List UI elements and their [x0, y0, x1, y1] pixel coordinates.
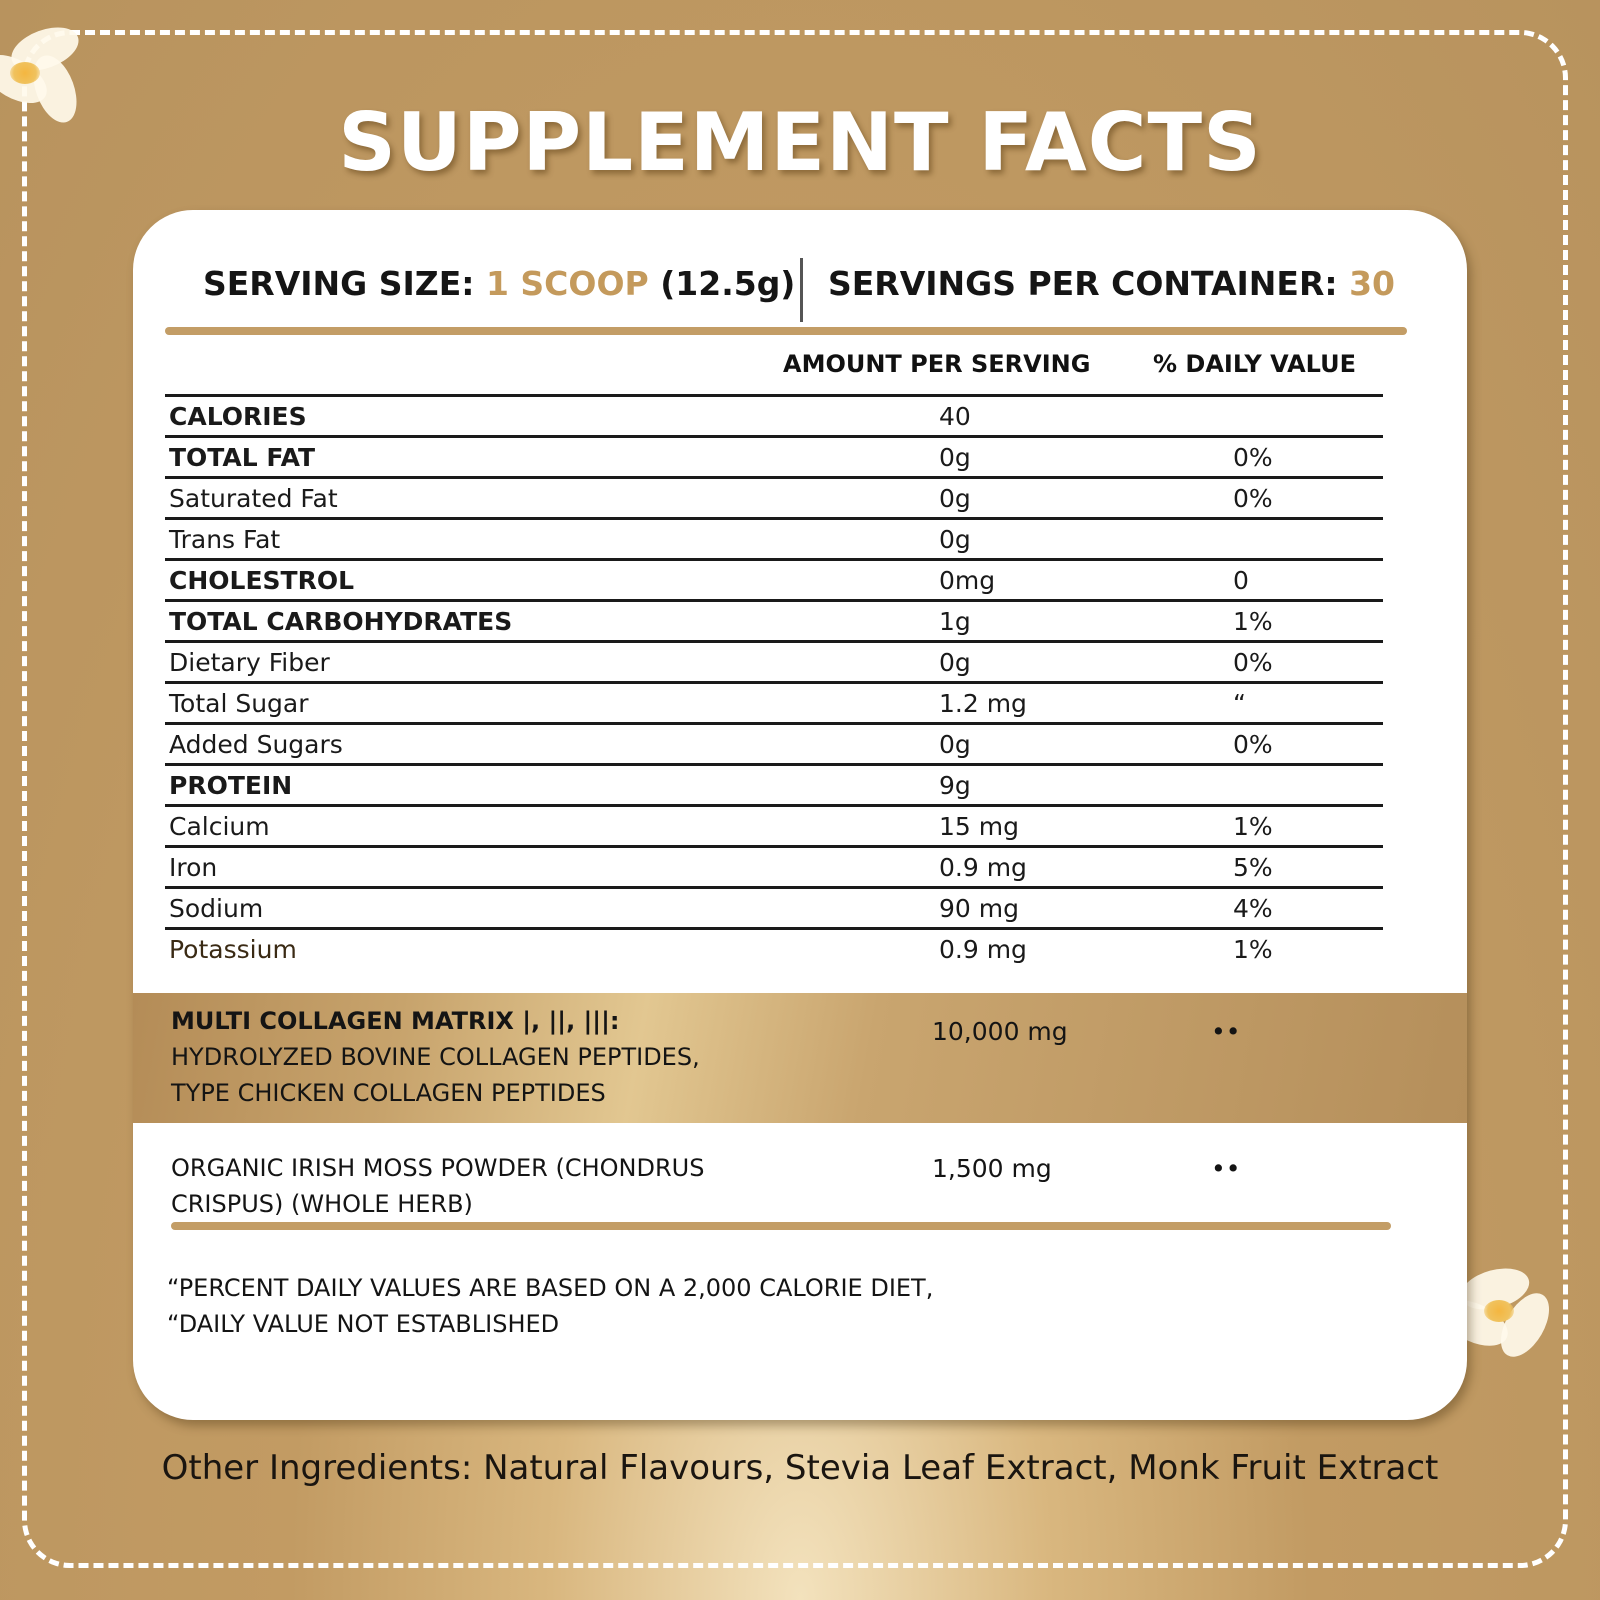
gold-divider [171, 1222, 1391, 1230]
row-label: Sodium [169, 894, 264, 923]
row-label: TOTAL FAT [169, 443, 316, 472]
row-label: Total Sugar [169, 689, 309, 718]
flower-icon [0, 19, 100, 129]
row-daily-value: “ [1233, 689, 1246, 718]
row-daily-value: 0 [1233, 566, 1249, 595]
row-label: PROTEIN [169, 771, 293, 800]
irish-moss-daily-value: •• [1211, 1154, 1241, 1183]
other-ingredients: Other Ingredients: Natural Flavours, Ste… [161, 1448, 1439, 1488]
row-amount: 0g [939, 525, 971, 554]
row-label: Iron [169, 853, 218, 882]
row-amount: 0.9 mg [939, 853, 1027, 882]
row-daily-value: 0% [1233, 730, 1273, 759]
column-header-amount: AMOUNT PER SERVING [783, 350, 1091, 378]
row-amount: 0g [939, 443, 971, 472]
serving-size-weight: (12.5g) [660, 264, 796, 303]
table-row: CHOLESTROL 0mg 0 [165, 558, 1383, 599]
row-amount: 1g [939, 607, 971, 636]
table-row: Calcium 15 mg 1% [165, 804, 1383, 845]
row-daily-value: 1% [1233, 812, 1273, 841]
dashed-border [22, 30, 1568, 1568]
row-label: Dietary Fiber [169, 648, 330, 677]
row-daily-value: 0% [1233, 648, 1273, 677]
table-row: CALORIES 40 [165, 394, 1383, 435]
page-title: SUPPLEMENT FACTS [338, 96, 1262, 189]
flower-icon [1435, 1261, 1560, 1365]
table-row: Sodium 90 mg 4% [165, 886, 1383, 927]
row-label: TOTAL CARBOHYDRATES [169, 607, 513, 636]
nutrition-table: CALORIES 40 TOTAL FAT 0g 0% Saturated Fa… [165, 394, 1383, 968]
serving-divider [800, 258, 803, 322]
table-row: Dietary Fiber 0g 0% [165, 640, 1383, 681]
table-row: PROTEIN 9g [165, 763, 1383, 804]
table-row: TOTAL FAT 0g 0% [165, 435, 1383, 476]
table-row: Iron 0.9 mg 5% [165, 845, 1383, 886]
row-label: Potassium [169, 935, 297, 964]
row-amount: 0g [939, 730, 971, 759]
table-row: Trans Fat 0g [165, 517, 1383, 558]
row-label: CALORIES [169, 402, 307, 431]
irish-moss-label: CRISPUS) (WHOLE HERB) [171, 1190, 473, 1218]
serving-size: SERVING SIZE: 1 SCOOP (12.5g) [203, 264, 795, 303]
collagen-description: HYDROLYZED BOVINE COLLAGEN PEPTIDES, [171, 1043, 700, 1071]
row-label: CHOLESTROL [169, 566, 355, 595]
table-row: TOTAL CARBOHYDRATES 1g 1% [165, 599, 1383, 640]
collagen-description: TYPE CHICKEN COLLAGEN PEPTIDES [171, 1079, 606, 1107]
row-amount: 15 mg [939, 812, 1019, 841]
facts-card: SERVING SIZE: 1 SCOOP (12.5g) SERVINGS P… [133, 210, 1467, 1420]
gold-divider [165, 327, 1407, 335]
servings-per-container-label: SERVINGS PER CONTAINER: [828, 264, 1338, 303]
table-row: Added Sugars 0g 0% [165, 722, 1383, 763]
collagen-highlight-row: MULTI COLLAGEN MATRIX |, ||, |||: HYDROL… [133, 993, 1467, 1123]
serving-size-value: 1 SCOOP [485, 264, 649, 303]
footnote: “DAILY VALUE NOT ESTABLISHED [167, 1310, 560, 1338]
row-daily-value: 1% [1233, 935, 1273, 964]
row-amount: 0mg [939, 566, 996, 595]
servings-per-container-value: 30 [1349, 264, 1395, 303]
serving-size-label: SERVING SIZE: [203, 264, 475, 303]
row-daily-value: 4% [1233, 894, 1273, 923]
row-amount: 0g [939, 648, 971, 677]
row-amount: 90 mg [939, 894, 1019, 923]
row-daily-value: 0% [1233, 443, 1273, 472]
irish-moss-amount: 1,500 mg [932, 1154, 1052, 1183]
collagen-daily-value: •• [1211, 1017, 1241, 1046]
column-header-daily-value: % DAILY VALUE [1153, 350, 1356, 378]
collagen-label: MULTI COLLAGEN MATRIX |, ||, |||: [171, 1007, 620, 1035]
row-amount: 9g [939, 771, 971, 800]
table-row: Total Sugar 1.2 mg “ [165, 681, 1383, 722]
row-amount: 1.2 mg [939, 689, 1027, 718]
row-amount: 40 [939, 402, 971, 431]
row-label: Trans Fat [169, 525, 281, 554]
row-label: Calcium [169, 812, 270, 841]
row-label: Added Sugars [169, 730, 343, 759]
irish-moss-label: ORGANIC IRISH MOSS POWDER (CHONDRUS [171, 1154, 705, 1182]
row-daily-value: 0% [1233, 484, 1273, 513]
servings-per-container: SERVINGS PER CONTAINER: 30 [828, 264, 1395, 303]
serving-info: SERVING SIZE: 1 SCOOP (12.5g) SERVINGS P… [133, 258, 1467, 322]
row-label: Saturated Fat [169, 484, 338, 513]
row-amount: 0.9 mg [939, 935, 1027, 964]
row-amount: 0g [939, 484, 971, 513]
table-row: Saturated Fat 0g 0% [165, 476, 1383, 517]
row-daily-value: 5% [1233, 853, 1273, 882]
row-daily-value: 1% [1233, 607, 1273, 636]
table-row: Potassium 0.9 mg 1% [165, 927, 1383, 968]
collagen-amount: 10,000 mg [932, 1017, 1068, 1046]
footnote: “PERCENT DAILY VALUES ARE BASED ON A 2,0… [167, 1274, 934, 1302]
